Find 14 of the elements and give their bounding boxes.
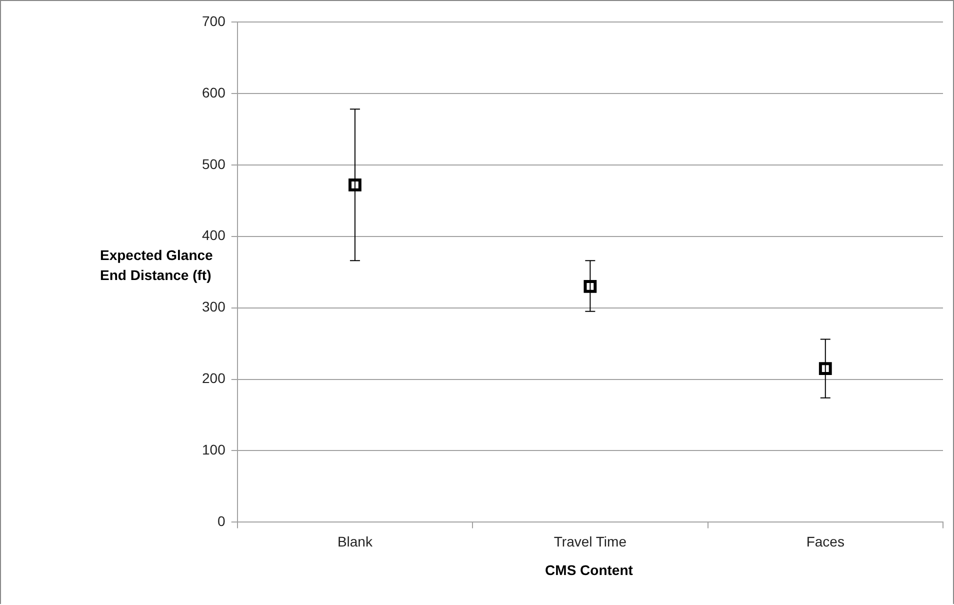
y-tick-label: 700: [202, 12, 226, 29]
y-tick-label: 200: [202, 370, 226, 386]
x-tick-label: Faces: [806, 533, 844, 550]
x-axis-title: CMS Content: [544, 562, 634, 578]
y-axis-title: Expected Glance End Distance (ft): [100, 246, 214, 285]
x-tick-label: Travel Time: [554, 533, 627, 550]
y-tick-label: 500: [202, 156, 226, 172]
y-tick-label: 100: [202, 442, 226, 458]
y-tick-label: 400: [202, 227, 226, 244]
x-tick-label: Blank: [337, 533, 374, 550]
y-tick-label: 0: [218, 513, 226, 530]
y-tick-label: 300: [202, 298, 226, 315]
y-tick-label: 600: [202, 84, 226, 100]
point: [348, 178, 362, 192]
